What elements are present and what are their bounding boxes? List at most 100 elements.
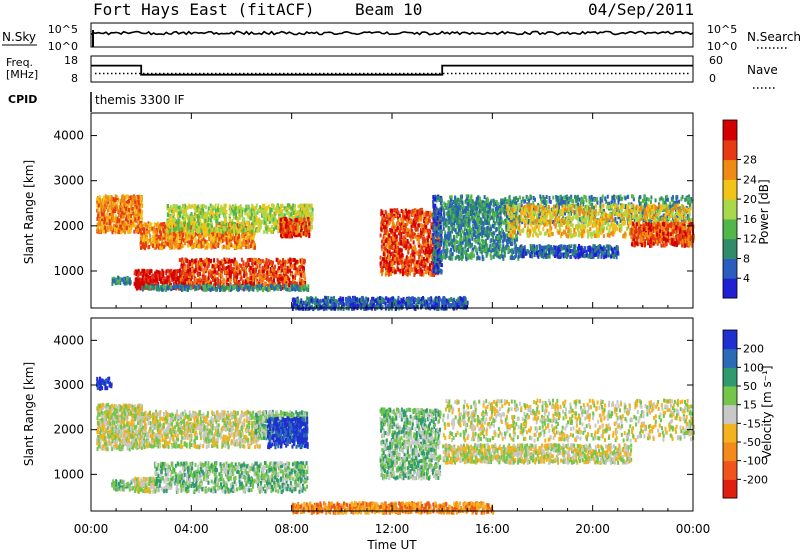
power-echo-cell	[245, 275, 248, 280]
power-echo-cell	[101, 225, 104, 230]
power-echo-cell	[263, 203, 266, 208]
power-echo-cell	[307, 203, 310, 208]
power-echo-cell	[246, 239, 249, 244]
power-echo-cell	[251, 226, 254, 231]
power-echo-cell	[119, 202, 122, 207]
power-echo-cell	[417, 264, 420, 269]
power-echo-cell	[205, 205, 207, 210]
power-echo-cell	[178, 240, 181, 244]
power-echo-cell	[406, 219, 409, 224]
power-echo-cell	[186, 258, 189, 263]
power-echo-cell	[237, 268, 239, 273]
power-echo-cell	[414, 209, 417, 214]
power-echo-cell	[210, 220, 213, 225]
power-echo-cell	[167, 268, 170, 273]
power-echo-cell	[238, 244, 241, 249]
power-echo-cell	[203, 263, 206, 268]
power-echo-cell	[275, 210, 278, 215]
power-echo-cell	[222, 263, 225, 268]
power-echo-cell	[117, 208, 120, 213]
power-echo-cell	[204, 288, 207, 292]
power-echo-cell	[233, 226, 236, 231]
power-echo-cell	[234, 271, 237, 276]
power-echo-cell	[121, 210, 124, 215]
power-echo-cell	[233, 230, 236, 235]
power-echo-cell	[124, 225, 127, 230]
power-echo-cell	[137, 270, 140, 275]
power-echo-cell	[291, 258, 294, 263]
power-echo-cell	[138, 284, 140, 289]
power-echo-cell	[123, 219, 126, 224]
power-echo-cell	[300, 220, 303, 225]
power-echo-cell	[296, 211, 299, 216]
power-echo-cell	[201, 224, 204, 229]
power-echo-cell	[294, 260, 297, 264]
power-echo-cell	[395, 213, 398, 218]
power-echo-cell	[280, 233, 282, 238]
power-echo-cell	[258, 267, 261, 272]
power-echo-cell	[190, 275, 193, 280]
power-echo-cell	[118, 218, 121, 223]
power-echo-cell	[240, 257, 243, 262]
power-echo-cell	[222, 244, 225, 249]
power-echo-cell	[286, 260, 289, 265]
power-echo-cell	[220, 205, 223, 210]
power-echo-cell	[297, 214, 300, 219]
noise-right-tick-low: 10^0	[707, 40, 737, 53]
power-echo-cell	[190, 281, 193, 286]
power-echo-cell	[273, 283, 276, 287]
power-echo-cell	[222, 226, 225, 231]
power-echo-cell	[244, 266, 247, 271]
power-echo-cell	[168, 218, 170, 223]
power-echo-cell	[187, 227, 190, 232]
power-echo-cell	[132, 222, 135, 227]
power-echo-cell	[212, 283, 215, 288]
power-echo-cell	[158, 277, 161, 282]
power-echo-cell	[293, 232, 296, 237]
power-echo-cell	[228, 238, 231, 243]
power-echo-cell	[203, 230, 206, 235]
power-echo-cell	[253, 240, 256, 245]
power-echo-cell	[209, 269, 212, 273]
power-echo-cell	[164, 239, 167, 243]
power-echo-cell	[228, 204, 231, 209]
power-echo-cell	[103, 195, 105, 200]
power-echo-cell	[284, 260, 287, 265]
power-echo-cell	[203, 281, 206, 285]
freq-tick-low: 8	[71, 72, 78, 85]
power-echo-cell	[219, 267, 222, 272]
power-echo-cell	[408, 228, 411, 233]
power-echo-cell	[125, 194, 128, 199]
power-echo-cell	[230, 259, 232, 264]
power-echo-cell	[274, 221, 277, 226]
power-echo-cell	[146, 269, 149, 274]
power-echo-cell	[284, 276, 286, 281]
power-echo-cell	[238, 228, 241, 233]
power-echo-cell	[246, 220, 249, 225]
power-echo-cell	[382, 239, 385, 244]
power-echo-cell	[101, 205, 104, 210]
power-echo-cell	[209, 214, 212, 219]
power-echo-cell	[216, 277, 219, 282]
power-echo-cell	[191, 258, 193, 263]
power-echo-cell	[132, 197, 134, 202]
power-echo-cell	[237, 229, 240, 234]
power-echo-cell	[238, 209, 241, 214]
power-echo-cell	[408, 213, 411, 218]
power-echo-cell	[285, 234, 288, 239]
power-echo-cell	[147, 286, 150, 291]
power-echo-cell	[225, 218, 227, 222]
power-echo-cell	[187, 268, 190, 273]
noise-panel-frame	[90, 22, 694, 48]
power-echo-cell	[193, 272, 196, 277]
power-echo-cell	[266, 213, 269, 218]
power-echo-cell	[294, 281, 297, 286]
power-echo-cell	[96, 228, 99, 233]
power-echo-cell	[166, 219, 169, 224]
power-echo-cell	[116, 194, 119, 199]
power-echo-cell	[184, 274, 187, 279]
power-echo-cell	[97, 199, 100, 204]
power-echo-cell	[156, 278, 159, 283]
power-echo-cell	[292, 274, 294, 279]
power-echo-cell	[263, 211, 266, 216]
